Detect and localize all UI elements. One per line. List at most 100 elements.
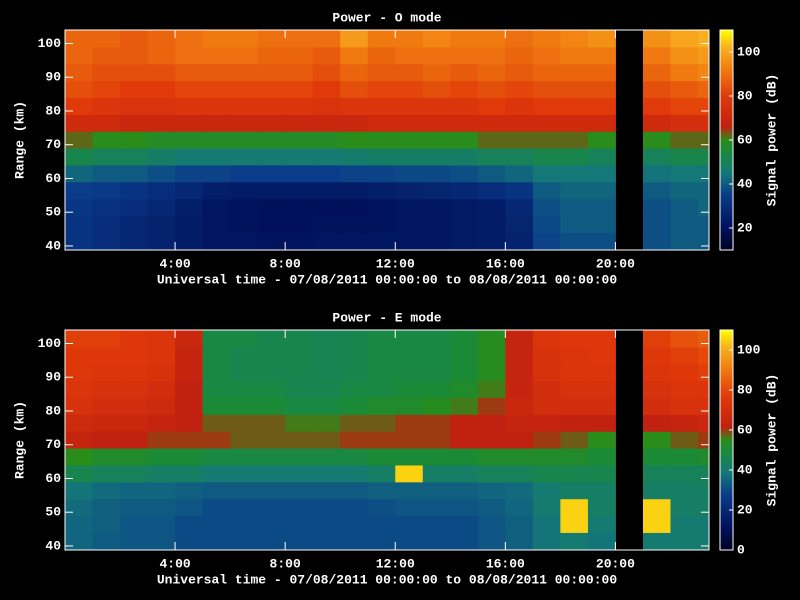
cell (120, 63, 149, 82)
cell (65, 114, 94, 132)
cell (477, 181, 506, 200)
cell (642, 464, 671, 483)
cell (92, 198, 121, 217)
cell (202, 46, 231, 65)
cell (92, 215, 121, 233)
cell (312, 198, 341, 217)
cell (642, 148, 671, 166)
cell (587, 46, 616, 65)
cell (340, 380, 369, 398)
cell (395, 330, 424, 348)
cell (202, 414, 231, 432)
cell (202, 481, 231, 500)
cell (340, 148, 369, 166)
colorbar-tick-label: 100 (737, 44, 761, 59)
cell (532, 164, 561, 183)
y-tick-label: 40 (45, 538, 61, 553)
cell (450, 114, 479, 132)
cell (642, 232, 671, 250)
cell (285, 346, 314, 365)
cell (697, 414, 709, 432)
cell (477, 464, 506, 483)
cell (340, 515, 369, 533)
cell (587, 148, 616, 166)
cell (450, 397, 479, 415)
cell (395, 232, 424, 250)
cell (670, 198, 699, 217)
cell (120, 363, 149, 382)
cell (285, 63, 314, 82)
cell (202, 330, 231, 348)
cell (92, 481, 121, 500)
cell (340, 397, 369, 415)
cell (120, 431, 149, 449)
x-tick-label: 16:00 (486, 556, 525, 571)
cell (257, 80, 286, 98)
cell (422, 481, 451, 500)
cell (532, 448, 561, 466)
cell (340, 114, 369, 132)
cell (340, 164, 369, 183)
cell (230, 80, 259, 98)
colorbar-label: Signal power (dB) (764, 74, 779, 207)
cell (395, 198, 424, 217)
cell (450, 431, 479, 449)
cell (285, 397, 314, 415)
cell (670, 330, 699, 348)
cell (587, 498, 616, 517)
cell (175, 380, 204, 398)
cell (120, 164, 149, 183)
cell (120, 215, 149, 233)
y-tick-label: 50 (45, 205, 61, 220)
cell (450, 46, 479, 65)
cell (532, 431, 561, 449)
cell (422, 114, 451, 132)
cell (560, 515, 589, 533)
cell (65, 397, 94, 415)
y-tick-label: 60 (45, 171, 61, 186)
cell (285, 97, 314, 115)
cell (587, 215, 616, 233)
cell (147, 215, 176, 233)
cell (532, 181, 561, 200)
cell (560, 330, 589, 348)
cell (285, 131, 314, 149)
colorbar (719, 329, 734, 551)
cell (257, 181, 286, 200)
cell (175, 198, 204, 217)
cell (450, 346, 479, 365)
cell (505, 80, 534, 98)
cell (120, 346, 149, 365)
cell (532, 215, 561, 233)
cell (257, 498, 286, 517)
cell (422, 380, 451, 398)
cell (395, 30, 424, 48)
cell (587, 80, 616, 98)
cell (697, 431, 709, 449)
cell (92, 532, 121, 550)
cell (285, 198, 314, 217)
cell (642, 330, 671, 348)
cell (560, 198, 589, 217)
cell (697, 80, 709, 98)
x-tick-label: 20:00 (596, 556, 635, 571)
cell (147, 464, 176, 483)
cell (395, 380, 424, 398)
cell (340, 363, 369, 382)
cell (92, 363, 121, 382)
cell (175, 448, 204, 466)
cell (477, 97, 506, 115)
cell (202, 498, 231, 517)
cell (670, 346, 699, 365)
cell (120, 131, 149, 149)
cell (642, 80, 671, 98)
cell (505, 63, 534, 82)
cell (120, 464, 149, 483)
cell (670, 63, 699, 82)
cell (65, 80, 94, 98)
cell (395, 131, 424, 149)
cell (175, 215, 204, 233)
cell (257, 380, 286, 398)
cell (587, 131, 616, 149)
x-tick-label: 4:00 (159, 256, 190, 271)
